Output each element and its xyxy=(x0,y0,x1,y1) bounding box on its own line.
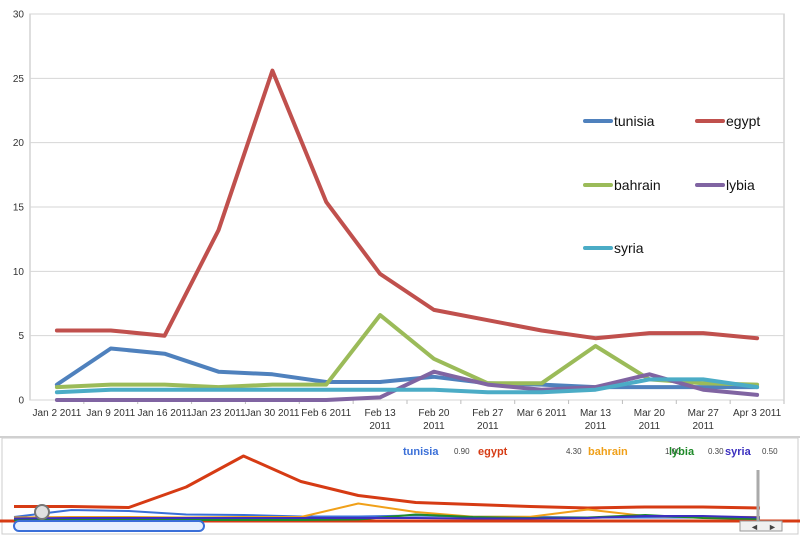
y-tick-label: 10 xyxy=(13,267,25,278)
y-tick-label: 5 xyxy=(18,331,24,342)
series-line-egypt xyxy=(54,68,760,341)
x-tick-label: Mar 6 2011 xyxy=(517,408,567,419)
x-tick-label: Feb 27 2011 xyxy=(472,408,504,432)
legend-label-bahrain: bahrain xyxy=(614,177,661,193)
overview-scroll-track[interactable] xyxy=(739,520,783,532)
legend-label-lybia: lybia xyxy=(726,177,755,193)
x-tick-label: Jan 30 2011 xyxy=(245,408,300,419)
x-tick-label: Jan 23 2011 xyxy=(191,408,246,419)
overview-legend-syria: syria xyxy=(725,446,752,458)
x-tick-label: Mar 13 2011 xyxy=(580,408,612,432)
overview-legend-bahrain: bahrain xyxy=(588,446,628,458)
series-line-bahrain xyxy=(54,313,760,390)
y-tick-label: 25 xyxy=(13,74,25,85)
overview-range-handle[interactable] xyxy=(13,520,205,532)
legend-label-tunisia: tunisia xyxy=(614,113,655,129)
x-axis-ticks: Jan 2 2011 Jan 9 2011 Jan 16 2011 Jan 23 20… xyxy=(33,400,785,432)
series-line-lybia xyxy=(54,369,760,402)
x-tick-label: Feb 6 2011 xyxy=(301,408,351,419)
x-tick-label: Apr 3 2011 xyxy=(733,408,782,419)
overview-legend-value: 0.30 xyxy=(708,447,724,456)
scroll-left-arrow[interactable]: ◄ xyxy=(750,522,759,532)
overview-legend-egypt: egypt xyxy=(478,446,508,458)
x-tick-label: Feb 20 2011 xyxy=(418,408,450,432)
legend: tunisia egypt bahrain lybia syria xyxy=(583,113,760,256)
x-tick-label: Jan 9 2011 xyxy=(86,408,135,419)
x-tick-label: Jan 2 2011 xyxy=(33,408,82,419)
overview-legend-value: 1.00 xyxy=(665,447,681,456)
overview-line-egypt xyxy=(14,454,761,510)
overview-legend-value: 0.90 xyxy=(454,447,470,456)
overview-legend-value: 4.30 xyxy=(566,447,582,456)
overview-legend-tunisia: tunisia xyxy=(403,446,439,458)
series-line-syria xyxy=(54,377,760,395)
overview-legend-lybia: lybia xyxy=(669,446,695,458)
overview-line-syria xyxy=(13,515,761,520)
x-tick-label: Mar 20 2011 xyxy=(634,408,666,432)
y-tick-label: 30 xyxy=(13,10,25,21)
y-tick-label: 20 xyxy=(13,138,25,149)
overview-legend-value: 0.50 xyxy=(762,447,778,456)
overview-drag-grip[interactable] xyxy=(34,504,50,520)
y-tick-label: 15 xyxy=(13,203,25,214)
y-axis-ticks: 0 5 10 15 20 25 30 xyxy=(13,10,25,407)
series-line-tunisia xyxy=(54,346,760,390)
x-tick-label: Mar 27 2011 xyxy=(688,408,720,432)
x-tick-label: Feb 13 2011 xyxy=(365,408,397,432)
legend-label-syria: syria xyxy=(614,240,644,256)
scroll-right-arrow[interactable]: ► xyxy=(768,522,777,532)
series-lines xyxy=(54,68,760,402)
x-tick-label: Jan 16 2011 xyxy=(137,408,192,419)
legend-label-egypt: egypt xyxy=(726,113,760,129)
y-tick-label: 0 xyxy=(18,396,24,407)
